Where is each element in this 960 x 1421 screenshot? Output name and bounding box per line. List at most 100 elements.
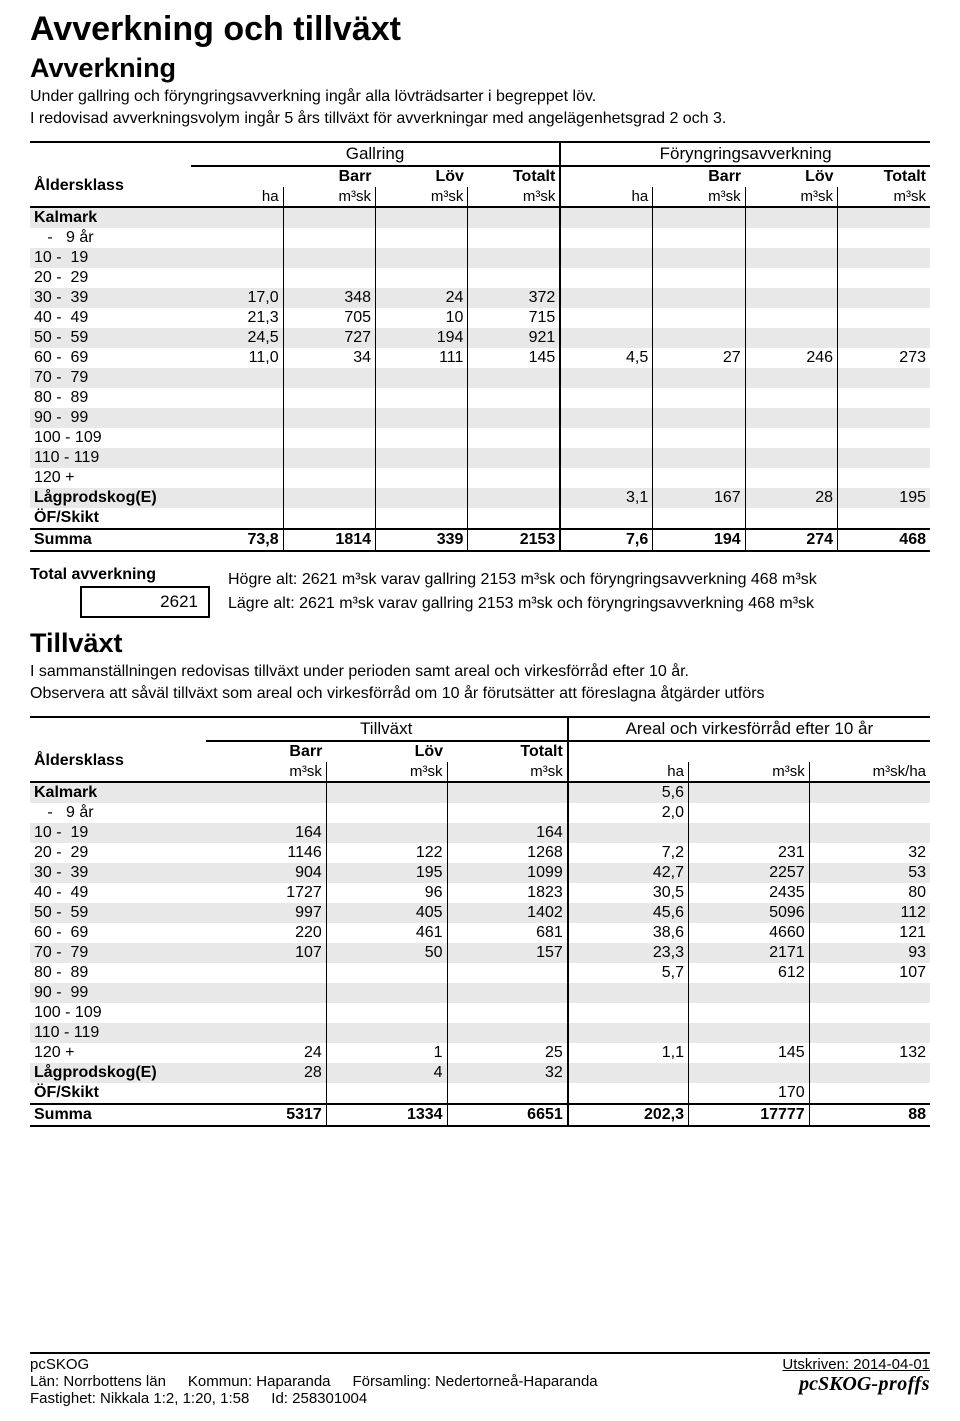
- group-header-gallring: Gallring: [191, 142, 561, 166]
- table-cell: [838, 207, 930, 228]
- table-cell: 348: [283, 288, 375, 308]
- table-cell: [191, 388, 283, 408]
- table-row: 70 - 79: [30, 368, 930, 388]
- table-cell: [838, 248, 930, 268]
- table-cell: [560, 448, 652, 468]
- table-cell: 40 - 49: [30, 308, 191, 328]
- total-label: Total avverkning: [30, 566, 210, 584]
- table-cell: [206, 1023, 327, 1043]
- table-cell: [568, 1083, 689, 1104]
- summa-cell: 5317: [206, 1104, 327, 1126]
- table-cell: 40 - 49: [30, 883, 206, 903]
- table-cell: 50: [326, 943, 447, 963]
- table-cell: [745, 428, 837, 448]
- col-barr-a: Barr: [283, 166, 375, 187]
- table-cell: [468, 268, 560, 288]
- table-cell: [568, 1003, 689, 1023]
- table-cell: - 9 år: [30, 803, 206, 823]
- footer-id: Id: 258301004: [271, 1390, 367, 1407]
- table-row: ÖF/Skikt 170: [30, 1083, 930, 1104]
- total-avverkning-box: Total avverkning 2621: [30, 566, 210, 618]
- table-cell: [745, 328, 837, 348]
- table-cell: [809, 803, 930, 823]
- table-cell: 10 - 19: [30, 823, 206, 843]
- unit-m3sk: m³sk: [283, 187, 375, 207]
- table-row: 100 - 109: [30, 428, 930, 448]
- summa-cell: 1814: [283, 529, 375, 551]
- table-cell: 50 - 59: [30, 903, 206, 923]
- table-cell: [653, 408, 745, 428]
- high-alternative: Högre alt: 2621 m³sk varav gallring 2153…: [228, 568, 817, 592]
- table-cell: 4: [326, 1063, 447, 1083]
- intro2-line-1: I sammanställningen redovisas tillväxt u…: [30, 663, 689, 680]
- table-cell: 28: [745, 488, 837, 508]
- unit-m3sk: m³sk: [838, 187, 930, 207]
- table-cell: [560, 288, 652, 308]
- col-totalt: Totalt: [447, 741, 568, 762]
- footer-print-date: Utskriven: 2014-04-01: [782, 1356, 930, 1373]
- unit-ha: ha: [568, 762, 689, 782]
- table-cell: 110 - 119: [30, 1023, 206, 1043]
- table-cell: 30 - 39: [30, 288, 191, 308]
- table-cell: [838, 328, 930, 348]
- table-cell: 246: [745, 348, 837, 368]
- col-lov-a: Löv: [376, 166, 468, 187]
- table-cell: [568, 823, 689, 843]
- footer-line-3: Fastighet: Nikkala 1:2, 1:20, 1:58 Id: 2…: [30, 1390, 598, 1407]
- table-cell: 120 +: [30, 468, 191, 488]
- table-cell: [838, 408, 930, 428]
- table-cell: 110 - 119: [30, 448, 191, 468]
- table-cell: 2171: [688, 943, 809, 963]
- table-cell: [653, 288, 745, 308]
- intro2-line-2: Observera att såväl tillväxt som areal o…: [30, 685, 765, 702]
- table-cell: [653, 248, 745, 268]
- table-cell: 53: [809, 863, 930, 883]
- page-title: Avverkning och tillväxt: [30, 10, 930, 49]
- intro-line-2: I redovisad avverkningsvolym ingår 5 års…: [30, 110, 726, 127]
- table-cell: ÖF/Skikt: [30, 1083, 206, 1104]
- table-cell: 997: [206, 903, 327, 923]
- table-cell: [560, 408, 652, 428]
- summa-cell: 73,8: [191, 529, 283, 551]
- table-cell: [376, 207, 468, 228]
- table-cell: [468, 207, 560, 228]
- table-cell: 30 - 39: [30, 863, 206, 883]
- unit-m3sk: m³sk: [468, 187, 560, 207]
- table-cell: 1268: [447, 843, 568, 863]
- table-cell: 28: [206, 1063, 327, 1083]
- table-cell: 1402: [447, 903, 568, 923]
- table-cell: [653, 228, 745, 248]
- table-cell: - 9 år: [30, 228, 191, 248]
- table-cell: 93: [809, 943, 930, 963]
- table-cell: 25: [447, 1043, 568, 1063]
- table-cell: 80 - 89: [30, 963, 206, 983]
- table-cell: [376, 408, 468, 428]
- table-cell: [745, 468, 837, 488]
- section-avverkning-heading: Avverkning: [30, 53, 930, 84]
- table-cell: [376, 508, 468, 529]
- table-cell: [688, 803, 809, 823]
- table-cell: [745, 308, 837, 328]
- table-cell: [447, 963, 568, 983]
- table-cell: 80 - 89: [30, 388, 191, 408]
- table-row: 70 - 791075015723,3217193: [30, 943, 930, 963]
- table-cell: [560, 388, 652, 408]
- table-cell: 107: [206, 943, 327, 963]
- table-row: 30 - 39904195109942,7225753: [30, 863, 930, 883]
- table-cell: [838, 448, 930, 468]
- unit-ha-a: ha: [191, 187, 283, 207]
- table-cell: [283, 388, 375, 408]
- table-cell: 50 - 59: [30, 328, 191, 348]
- table-cell: [653, 268, 745, 288]
- table-cell: [206, 1083, 327, 1104]
- table-cell: 20 - 29: [30, 843, 206, 863]
- unit-m3sk: m³sk: [326, 762, 447, 782]
- unit-m3sk: m³sk: [447, 762, 568, 782]
- table-cell: [468, 368, 560, 388]
- table-cell: 1099: [447, 863, 568, 883]
- low-alternative: Lägre alt: 2621 m³sk varav gallring 2153…: [228, 592, 817, 616]
- table-cell: [206, 782, 327, 803]
- table-cell: [206, 1003, 327, 1023]
- table-cell: 170: [688, 1083, 809, 1104]
- table-cell: [809, 782, 930, 803]
